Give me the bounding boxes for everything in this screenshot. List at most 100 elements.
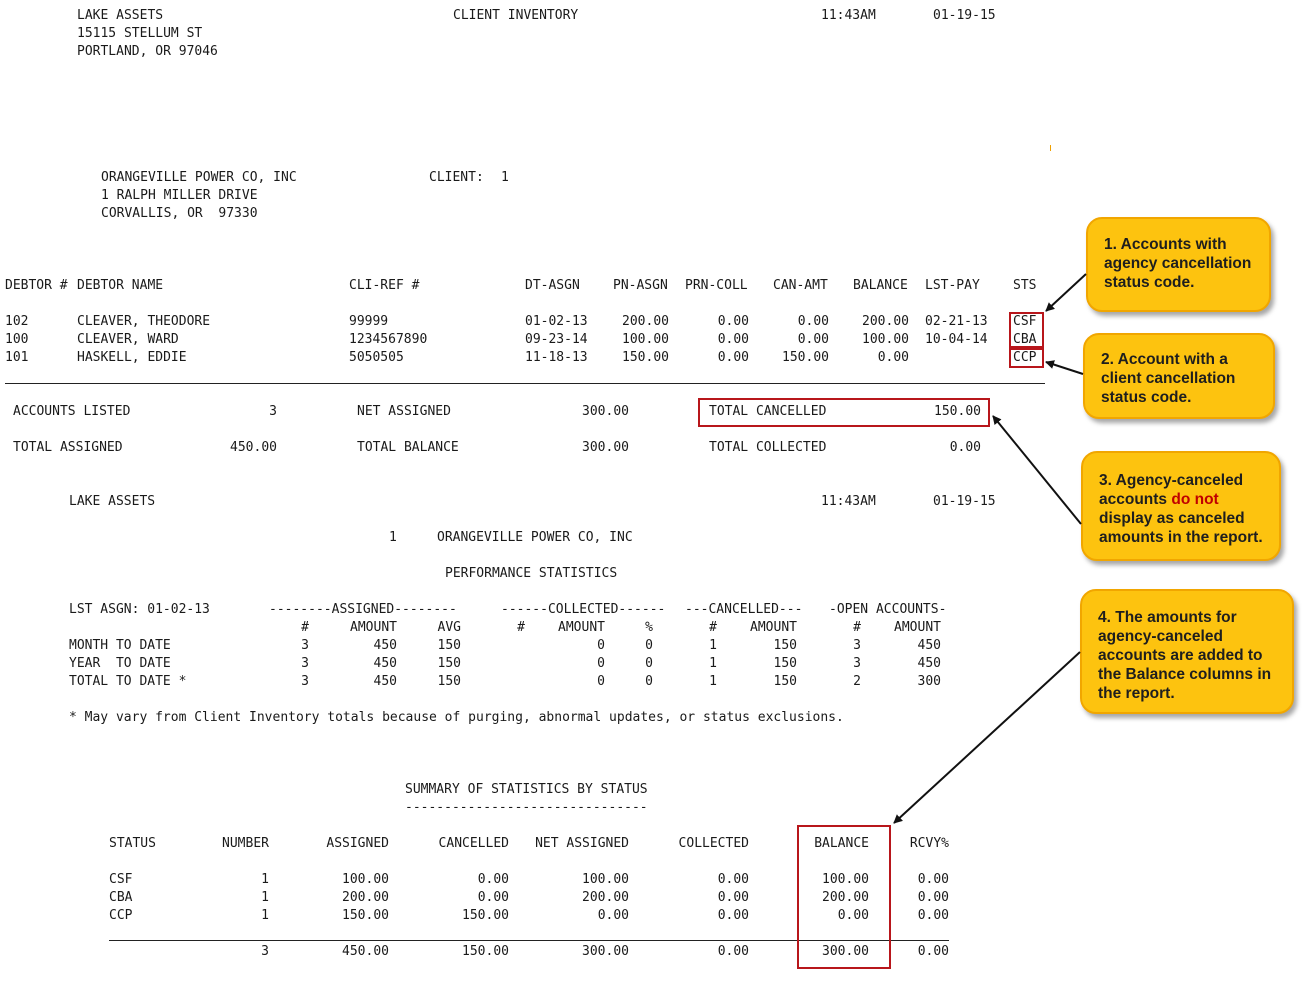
arrow-to-total-cancelled bbox=[992, 415, 1082, 525]
summary-number: 1 bbox=[261, 890, 269, 905]
col-date-assigned: DT-ASGN bbox=[525, 278, 580, 293]
net-assigned-label: NET ASSIGNED bbox=[357, 404, 451, 419]
assigned-count: 3 bbox=[301, 638, 309, 653]
client-ref: 1234567890 bbox=[349, 332, 428, 347]
company-name: LAKE ASSETS bbox=[77, 8, 164, 23]
date-assigned: 09-23-14 bbox=[525, 332, 588, 347]
subhead-collected-pct: % bbox=[645, 620, 653, 635]
principal-assigned: 200.00 bbox=[622, 314, 669, 329]
summary-assigned: 150.00 bbox=[342, 908, 389, 923]
debtor-name: CLEAVER, WARD bbox=[77, 332, 179, 347]
arrow-to-client-code bbox=[1045, 360, 1084, 375]
summary-title: SUMMARY OF STATISTICS BY STATUS bbox=[405, 782, 648, 797]
company-address-line1: 15115 STELLUM ST bbox=[77, 26, 203, 41]
group-header-open-accounts: -OPEN ACCOUNTS- bbox=[829, 602, 947, 617]
summary-recovery-pct: 0.00 bbox=[917, 890, 949, 905]
collected-amount: 0 bbox=[597, 638, 605, 653]
client-name: ORANGEVILLE POWER CO, INC bbox=[101, 170, 297, 185]
table-divider bbox=[5, 383, 1045, 384]
perf-row-label: YEAR TO DATE bbox=[69, 656, 171, 671]
summary-collected: 0.00 bbox=[717, 890, 749, 905]
summary-cancelled: 0.00 bbox=[477, 872, 509, 887]
total-cancelled: 150.00 bbox=[462, 944, 509, 959]
summary-assigned: 100.00 bbox=[342, 872, 389, 887]
highlight-client-cancel-code bbox=[1009, 348, 1044, 368]
total-collected-label: TOTAL COLLECTED bbox=[709, 440, 827, 455]
debtor-name: CLEAVER, THEODORE bbox=[77, 314, 211, 329]
total-number: 3 bbox=[261, 944, 269, 959]
company-address-line2: PORTLAND, OR 97046 bbox=[77, 44, 218, 59]
total-balance-value: 300.00 bbox=[582, 440, 629, 455]
summary-title-underline: ------------------------------- bbox=[405, 800, 648, 815]
assigned-avg: 150 bbox=[437, 656, 461, 671]
summary-status: CSF bbox=[109, 872, 133, 887]
open-count: 2 bbox=[853, 674, 861, 689]
cancel-amount: 0.00 bbox=[797, 314, 829, 329]
summary-cancelled: 150.00 bbox=[462, 908, 509, 923]
client-address-line1: 1 RALPH MILLER DRIVE bbox=[101, 188, 258, 203]
callout-agency-cancel-codes: 1. Accounts with agency cancellation sta… bbox=[1086, 217, 1271, 312]
subhead-open-count: # bbox=[853, 620, 861, 635]
col-cancel-amount: CAN-AMT bbox=[773, 278, 828, 293]
summary-net-assigned: 200.00 bbox=[582, 890, 629, 905]
col-principal-assigned: PN-ASGN bbox=[613, 278, 668, 293]
callout-3-negation: do not bbox=[1171, 491, 1219, 508]
summary-net-assigned: 0.00 bbox=[597, 908, 629, 923]
perf-date: 01-19-15 bbox=[933, 494, 996, 509]
net-assigned-value: 300.00 bbox=[582, 404, 629, 419]
col-debtor-name: DEBTOR NAME bbox=[77, 278, 164, 293]
summary-divider bbox=[109, 940, 949, 941]
perf-row-label: MONTH TO DATE bbox=[69, 638, 171, 653]
total-assigned: 450.00 bbox=[342, 944, 389, 959]
stray-mark bbox=[1050, 145, 1051, 151]
col-balance: BALANCE bbox=[814, 836, 869, 851]
total-cancelled-value: 150.00 bbox=[934, 404, 981, 419]
subhead-assigned-avg: AVG bbox=[437, 620, 461, 635]
perf-footnote: * May vary from Client Inventory totals … bbox=[69, 710, 844, 725]
total-assigned-label: TOTAL ASSIGNED bbox=[13, 440, 123, 455]
total-collected: 0.00 bbox=[717, 944, 749, 959]
status-code: CCP bbox=[1013, 350, 1037, 365]
perf-row-label: TOTAL TO DATE * bbox=[69, 674, 187, 689]
col-assigned: ASSIGNED bbox=[326, 836, 389, 851]
col-client-ref: CLI-REF # bbox=[349, 278, 420, 293]
subhead-collected-amount: AMOUNT bbox=[558, 620, 605, 635]
perf-company-name: LAKE ASSETS bbox=[69, 494, 156, 509]
summary-number: 1 bbox=[261, 872, 269, 887]
collected-amount: 0 bbox=[597, 674, 605, 689]
client-address-line2: CORVALLIS, OR 97330 bbox=[101, 206, 258, 221]
summary-collected: 0.00 bbox=[717, 872, 749, 887]
client-number: 1 bbox=[501, 170, 509, 185]
cancel-amount: 150.00 bbox=[782, 350, 829, 365]
debtor-number: 100 bbox=[5, 332, 29, 347]
group-header-collected: ------COLLECTED------ bbox=[501, 602, 666, 617]
col-principal-collected: PRN-COLL bbox=[685, 278, 748, 293]
last-payment: 02-21-13 bbox=[925, 314, 988, 329]
debtor-number: 101 bbox=[5, 350, 29, 365]
report-date: 01-19-15 bbox=[933, 8, 996, 23]
subhead-open-amount: AMOUNT bbox=[894, 620, 941, 635]
assigned-count: 3 bbox=[301, 674, 309, 689]
summary-balance: 0.00 bbox=[837, 908, 869, 923]
callout-3-text-start: 3. Agency-canceled accounts bbox=[1099, 472, 1244, 508]
col-balance: BALANCE bbox=[853, 278, 908, 293]
total-balance-label: TOTAL BALANCE bbox=[357, 440, 459, 455]
assigned-amount: 450 bbox=[373, 674, 397, 689]
assigned-amount: 450 bbox=[373, 638, 397, 653]
cancelled-amount: 150 bbox=[773, 656, 797, 671]
col-debtor-number: DEBTOR # bbox=[5, 278, 68, 293]
subhead-assigned-count: # bbox=[301, 620, 309, 635]
collected-pct: 0 bbox=[645, 674, 653, 689]
subhead-cancelled-amount: AMOUNT bbox=[750, 620, 797, 635]
principal-assigned: 150.00 bbox=[622, 350, 669, 365]
group-header-assigned: --------ASSIGNED-------- bbox=[269, 602, 457, 617]
collected-pct: 0 bbox=[645, 638, 653, 653]
assigned-avg: 150 bbox=[437, 674, 461, 689]
summary-collected: 0.00 bbox=[717, 908, 749, 923]
open-count: 3 bbox=[853, 656, 861, 671]
subhead-collected-count: # bbox=[517, 620, 525, 635]
assigned-amount: 450 bbox=[373, 656, 397, 671]
total-net-assigned: 300.00 bbox=[582, 944, 629, 959]
total-balance: 300.00 bbox=[822, 944, 869, 959]
